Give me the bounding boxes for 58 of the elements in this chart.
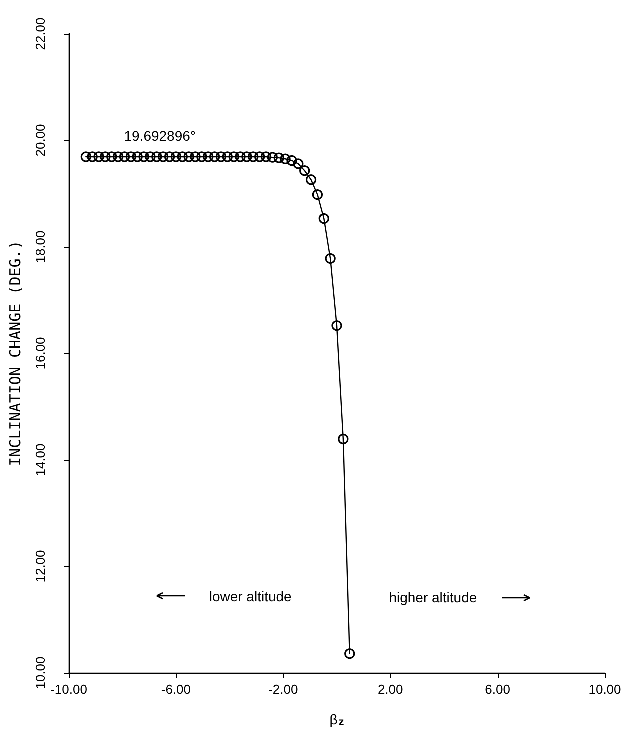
point <box>145 152 156 162</box>
point <box>158 152 169 162</box>
point <box>94 152 104 162</box>
point <box>344 648 356 660</box>
point <box>126 152 136 162</box>
point <box>152 152 162 162</box>
y-tick-label: 14.00 <box>33 444 48 476</box>
point <box>306 174 317 186</box>
y-tick-label: 16.00 <box>33 337 48 370</box>
point <box>248 152 259 162</box>
point <box>80 152 92 162</box>
point <box>260 152 272 162</box>
point <box>222 152 233 162</box>
point <box>203 152 214 162</box>
point <box>286 155 298 166</box>
point <box>280 154 291 164</box>
annotation: lower altitude <box>209 588 292 604</box>
point <box>332 320 342 332</box>
point <box>106 152 118 162</box>
point <box>190 152 201 162</box>
point <box>184 152 194 162</box>
point <box>113 152 124 162</box>
point <box>274 152 284 164</box>
point <box>100 152 111 162</box>
x-tick-label: -2.00 <box>268 682 298 697</box>
x-tick-label: -10.00 <box>50 682 88 697</box>
annotation: higher altitude <box>389 590 478 606</box>
point <box>132 152 143 162</box>
x-tick-label: 10.00 <box>588 682 622 697</box>
y-tick-label: 18.00 <box>33 230 48 264</box>
point <box>210 152 220 162</box>
point <box>177 152 188 162</box>
point <box>338 434 349 445</box>
x-tick-label: -6.00 <box>161 682 192 697</box>
point <box>267 152 278 163</box>
point <box>138 152 150 162</box>
point <box>242 152 252 162</box>
point <box>164 152 176 162</box>
y-axis-title: INCLINATION CHANGE (DEG.) <box>6 240 24 466</box>
point <box>216 152 227 162</box>
x-tick-label: 6.00 <box>485 682 510 697</box>
y-tick-label: 12.00 <box>33 550 48 583</box>
point <box>318 213 330 224</box>
point <box>119 152 130 162</box>
point <box>87 152 98 162</box>
y-tick-label: 22.00 <box>33 18 48 50</box>
point <box>228 152 240 162</box>
point <box>300 166 310 176</box>
point <box>196 152 208 162</box>
point <box>293 158 304 170</box>
point <box>170 152 182 162</box>
point <box>235 152 246 162</box>
x-tick-label: 2.00 <box>378 682 404 697</box>
point <box>312 190 324 200</box>
y-tick-label: 20.00 <box>33 124 48 157</box>
point <box>325 253 336 264</box>
annotation: 19.692896° <box>124 128 196 144</box>
point <box>254 152 266 162</box>
